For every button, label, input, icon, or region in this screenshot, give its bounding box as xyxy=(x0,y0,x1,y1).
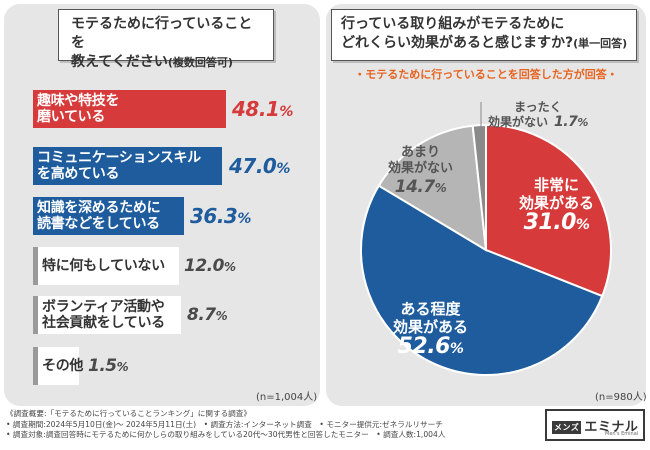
bar-label-line1: その他 xyxy=(42,358,84,374)
bar-2: コミュニケーションスキル を高めている xyxy=(33,147,222,185)
survey-footer: 《調査概要:「モテるために行っていることランキング」に関する調査》 • 調査期間… xyxy=(6,409,526,441)
donut-value-2: 52.6% xyxy=(397,334,464,359)
donut-label-4: まったく 効果がない 1.7% xyxy=(488,100,588,130)
bar-label-line2: 読書などをしている xyxy=(37,216,160,232)
donut-chart xyxy=(360,102,612,376)
footer-line1: 《調査概要:「モテるために行っていることランキング」に関する調査》 xyxy=(6,409,251,418)
donut-label-line2: 効果がある xyxy=(519,194,595,212)
left-chart-title: モテるために行っていることを 教えてください(複数回答可) xyxy=(58,9,274,70)
donut-label-2: ある程度 効果がある 52.6% xyxy=(393,300,468,358)
bar-5: ボランティア活動や 社会貢献をしている xyxy=(33,296,181,334)
logo-boxed: メンズ xyxy=(552,420,582,434)
logo-name: エミナル xyxy=(584,419,639,435)
donut-value-1: 31.0% xyxy=(523,210,590,235)
bar-6: その他 xyxy=(33,347,83,385)
bar-label-line2: を高めている xyxy=(37,166,120,182)
bar-label-line1: コミュニケーションスキル xyxy=(37,150,201,166)
left-title-line2: 教えてください xyxy=(71,54,168,70)
bar-value-4: 12.0% xyxy=(184,256,236,276)
bar-3: 知識を深めるために 読書などをしている xyxy=(33,197,184,235)
logo-sub: Men's Eminal xyxy=(605,431,639,437)
donut-label-line2: 効果がない 1.7% xyxy=(488,114,588,130)
bar-1: 趣味や特技を 磨いている xyxy=(33,90,226,128)
donut-label-line1: まったく xyxy=(514,100,562,114)
donut-value-4: 1.7% xyxy=(554,114,588,130)
donut-label-line2: 効果がある xyxy=(393,318,469,336)
right-title-line2: どれくらい効果があると感じますか? xyxy=(341,35,574,51)
bar-label-line1: 特に何もしていない xyxy=(42,258,165,274)
donut-label-line1: ある程度 xyxy=(400,300,461,318)
logo-text: メンズ エミナル xyxy=(552,416,638,435)
footer-line3: • 調査対象:調査回答時にモテるために何かしらの取り組みをしている20代～30代… xyxy=(6,430,446,439)
donut-label-1: 非常に 効果がある 31.0% xyxy=(519,176,594,234)
donut-slice-2 xyxy=(360,184,604,376)
bar-label-line2: 社会貢献をしている xyxy=(42,315,165,331)
donut-slice-4 xyxy=(471,123,487,251)
left-title-line1: モテるために行っていることを xyxy=(71,16,253,51)
bar-value-5: 8.7% xyxy=(187,305,228,325)
bar-value-2: 47.0% xyxy=(229,154,290,178)
right-subtitle: ・モテるために行っていることを回答した方が回答・ xyxy=(354,68,618,81)
right-chart-title: 行っている取り組みがモテるために どれくらい効果があると感じますか?(単一回答) xyxy=(331,9,637,61)
right-n-label: (n=980人) xyxy=(595,392,647,403)
right-title-note: (単一回答) xyxy=(573,37,628,50)
bar-label-line1: 知識を深めるために xyxy=(37,200,161,216)
donut-slice-1 xyxy=(485,123,612,298)
donut-label-line1: あまり xyxy=(401,145,441,160)
left-title-note: (複数回答可) xyxy=(167,56,233,69)
bar-value-6: 1.5% xyxy=(88,356,129,376)
donut-label-line1: 非常に xyxy=(534,176,580,194)
footer-line2: • 調査期間:2024年5月10日(金)～ 2024年5月11日(土) • 調査… xyxy=(6,419,443,429)
bar-label-line2: 磨いている xyxy=(37,109,106,125)
bar-4: 特に何もしていない xyxy=(33,247,179,285)
bar-value-1: 48.1% xyxy=(232,97,293,121)
donut-slice-3 xyxy=(377,124,488,252)
bar-label-line1: 趣味や特技を xyxy=(37,93,120,109)
bar-label-line1: ボランティア活動や xyxy=(42,299,165,315)
donut-value-3: 14.7% xyxy=(394,177,447,197)
left-n-label: (n=1,004人) xyxy=(256,392,318,403)
donut-label-line2: 効果がない xyxy=(388,161,454,176)
donut-label-3: あまり 効果がない 14.7% xyxy=(388,145,453,197)
bar-value-3: 36.3% xyxy=(190,204,251,228)
right-title-line1: 行っている取り組みがモテるために xyxy=(341,16,565,32)
brand-logo: メンズ エミナル Men's Eminal xyxy=(545,409,645,441)
